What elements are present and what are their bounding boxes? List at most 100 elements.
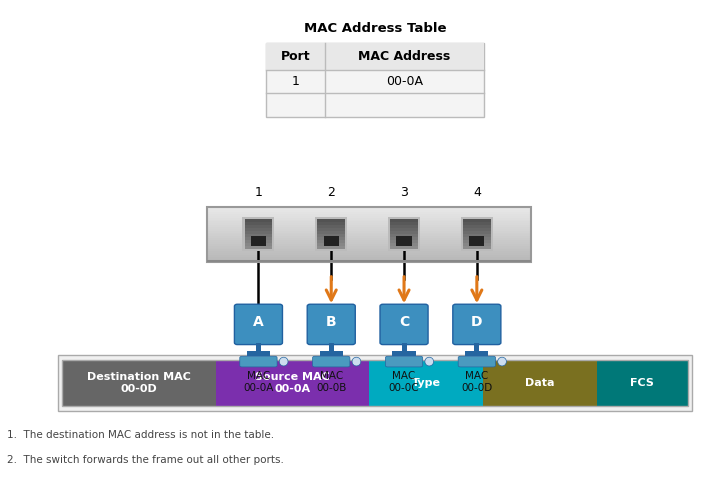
Bar	[58, 355, 692, 411]
Bar	[207, 208, 531, 210]
Text: Port: Port	[280, 50, 310, 63]
Bar	[390, 222, 418, 225]
Bar	[207, 251, 531, 253]
Bar	[245, 231, 272, 234]
Bar	[390, 246, 418, 249]
Bar	[207, 216, 531, 218]
Bar	[207, 255, 531, 257]
Bar	[402, 343, 406, 351]
Bar	[245, 228, 272, 231]
Text: 4: 4	[473, 186, 480, 199]
Text: MAC
00-0C: MAC 00-0C	[389, 371, 419, 393]
Bar	[245, 243, 272, 246]
Text: Type: Type	[411, 378, 440, 388]
Bar	[215, 360, 369, 406]
Bar	[207, 220, 531, 222]
Bar	[207, 210, 531, 212]
Ellipse shape	[280, 357, 288, 366]
FancyBboxPatch shape	[234, 304, 282, 345]
Bar	[463, 240, 491, 243]
Bar	[207, 240, 531, 242]
Bar	[461, 217, 493, 251]
Bar	[388, 217, 420, 251]
Bar	[207, 218, 531, 220]
Text: C: C	[399, 315, 409, 329]
Bar	[62, 360, 215, 406]
Bar	[317, 231, 345, 234]
FancyBboxPatch shape	[380, 304, 428, 345]
Bar	[207, 214, 531, 216]
Bar	[207, 231, 531, 233]
Bar	[245, 237, 272, 240]
Bar	[317, 243, 345, 246]
Text: MAC
00-0B: MAC 00-0B	[316, 371, 347, 393]
Bar	[329, 343, 333, 351]
Bar	[465, 351, 488, 356]
Text: MAC
00-0D: MAC 00-0D	[462, 371, 492, 393]
Bar	[207, 234, 531, 236]
Bar	[256, 343, 261, 351]
Text: MAC
00-0A: MAC 00-0A	[243, 371, 274, 393]
Bar	[245, 240, 272, 243]
Bar	[463, 237, 491, 240]
Bar	[245, 222, 272, 225]
Text: Data: Data	[525, 378, 555, 388]
Bar	[245, 219, 272, 222]
Text: Destination MAC
00-0D: Destination MAC 00-0D	[87, 372, 191, 394]
Bar	[324, 236, 339, 246]
Bar	[463, 243, 491, 246]
Bar	[390, 243, 418, 246]
Bar	[207, 247, 531, 249]
Bar	[463, 228, 491, 231]
Bar	[463, 234, 491, 237]
Ellipse shape	[498, 357, 507, 366]
Text: MAC Address Table: MAC Address Table	[304, 21, 446, 35]
Bar	[390, 237, 418, 240]
Bar	[207, 207, 531, 208]
FancyBboxPatch shape	[307, 304, 355, 345]
Bar	[207, 244, 531, 245]
Bar	[390, 228, 418, 231]
Bar	[207, 259, 531, 260]
Bar	[266, 43, 484, 70]
Bar	[597, 360, 688, 406]
Text: 00-0A: 00-0A	[386, 75, 423, 88]
Bar	[463, 222, 491, 225]
Bar	[207, 212, 531, 214]
Text: 1: 1	[255, 186, 262, 199]
Bar	[369, 360, 483, 406]
Bar	[207, 249, 531, 251]
Bar	[207, 236, 531, 238]
Bar	[470, 236, 484, 246]
Bar	[245, 234, 272, 237]
Bar	[242, 217, 274, 251]
Bar	[317, 246, 345, 249]
Bar	[390, 240, 418, 243]
Bar	[207, 257, 531, 259]
Bar	[245, 246, 272, 249]
Bar	[317, 228, 345, 231]
Ellipse shape	[425, 357, 434, 366]
Bar	[390, 234, 418, 237]
Bar	[247, 351, 270, 356]
Ellipse shape	[352, 357, 361, 366]
Bar	[317, 225, 345, 228]
Text: 2.  The switch forwards the frame out all other ports.: 2. The switch forwards the frame out all…	[7, 455, 284, 466]
Bar	[390, 225, 418, 228]
Bar	[207, 227, 531, 229]
Bar	[245, 225, 272, 228]
Bar	[317, 237, 345, 240]
Text: D: D	[471, 315, 483, 329]
FancyBboxPatch shape	[240, 356, 277, 367]
Bar	[390, 231, 418, 234]
Bar	[317, 240, 345, 243]
Bar	[207, 224, 531, 225]
Text: B: B	[326, 315, 336, 329]
Bar	[463, 225, 491, 228]
Text: MAC Address: MAC Address	[358, 50, 451, 63]
Bar	[207, 222, 531, 224]
Text: A: A	[253, 315, 264, 329]
Bar	[317, 219, 345, 222]
Bar	[392, 351, 416, 356]
Bar	[315, 217, 347, 251]
